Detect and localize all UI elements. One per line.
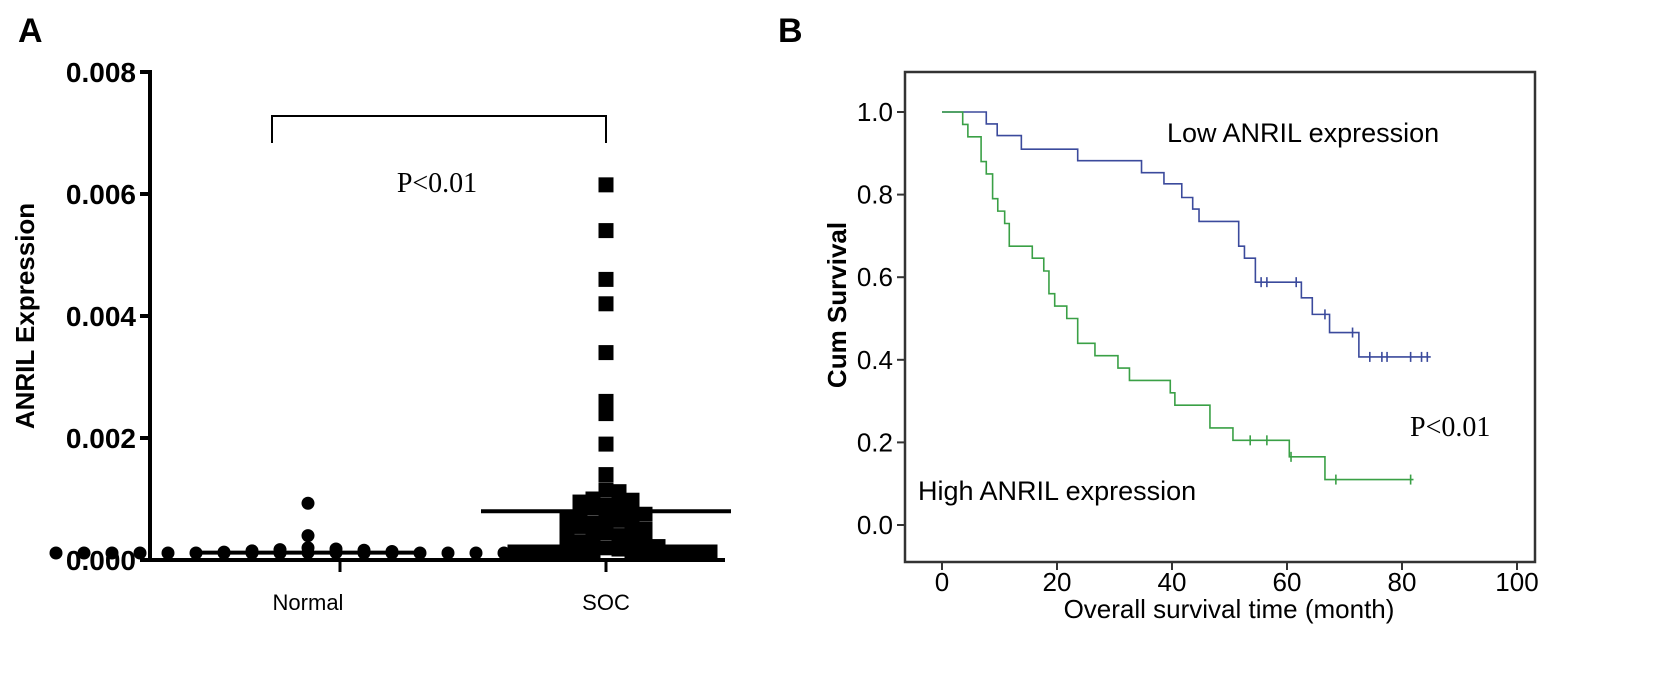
data-point-soc — [585, 515, 601, 531]
data-point-soc — [598, 296, 614, 312]
data-point-soc — [624, 544, 640, 560]
data-point-normal — [441, 546, 455, 560]
x-tick-soc: SOC — [582, 590, 630, 615]
survival-curve-high — [942, 111, 1414, 481]
data-point-normal — [301, 529, 315, 543]
plot-frame-b — [903, 70, 1537, 564]
data-point-soc — [598, 177, 614, 193]
data-point-soc — [676, 544, 692, 560]
data-point-soc — [585, 543, 601, 559]
x-tick-normal: Normal — [273, 590, 344, 615]
data-point-normal — [161, 546, 175, 560]
panel-a: A ANRIL Expression 0.000 0.002 0.004 0.006 0… — [10, 12, 731, 615]
data-point-soc — [611, 541, 627, 557]
data-point-soc — [598, 497, 614, 513]
data-point-soc — [689, 544, 705, 560]
panel-label-b: B — [778, 12, 803, 50]
data-point-soc — [598, 345, 614, 361]
y-tick-label-a: 0.008 — [66, 57, 136, 88]
legend-low-anril: Low ANRIL expression — [1167, 118, 1439, 148]
y-tick-label-b: 0.0 — [857, 510, 893, 540]
p-value-a: P<0.01 — [397, 168, 477, 199]
data-point-normal — [497, 546, 511, 560]
data-point-soc — [598, 406, 614, 422]
data-point-soc — [624, 517, 640, 533]
y-tick-label-b: 0.6 — [857, 262, 893, 292]
data-point-normal — [413, 546, 427, 560]
y-tick-label-b: 0.4 — [857, 345, 893, 375]
data-point-normal — [469, 546, 483, 560]
x-tick-label-b: 60 — [1273, 567, 1302, 597]
legend-high-anril: High ANRIL expression — [918, 476, 1196, 506]
data-point-normal — [105, 546, 119, 560]
data-point-normal — [77, 546, 91, 560]
y-tick-label-b: 1.0 — [857, 97, 893, 127]
data-point-soc — [598, 223, 614, 239]
data-point-soc — [572, 544, 588, 560]
data-point-soc — [598, 271, 614, 287]
y-tick-label-a: 0.006 — [66, 179, 136, 210]
y-axis-label-b: Cum Survival — [822, 222, 852, 388]
data-point-soc — [598, 482, 614, 498]
data-point-normal — [49, 546, 63, 560]
panel-label-a: A — [18, 12, 43, 50]
data-point-soc — [572, 518, 588, 534]
data-point-soc — [533, 544, 549, 560]
y-tick-label-b: 0.8 — [857, 180, 893, 210]
data-point-soc — [637, 522, 653, 537]
y-tick-label-a: 0.004 — [66, 301, 136, 332]
data-point-soc — [546, 544, 562, 560]
data-point-soc — [598, 467, 614, 483]
data-point-normal — [301, 496, 315, 510]
data-point-soc — [507, 544, 523, 560]
data-point-normal — [133, 546, 147, 560]
data-point-soc — [624, 531, 640, 547]
x-tick-label-b: 0 — [935, 567, 949, 597]
data-point-soc — [702, 544, 718, 560]
significance-bracket — [271, 115, 607, 143]
data-point-soc — [559, 509, 575, 525]
x-tick-label-b: 100 — [1495, 567, 1538, 597]
data-point-soc — [585, 529, 601, 545]
data-point-soc — [598, 393, 614, 409]
y-tick-label-a: 0.000 — [66, 545, 136, 576]
data-point-soc — [650, 544, 666, 560]
data-point-normal — [189, 546, 203, 560]
data-point-soc — [598, 525, 614, 541]
data-point-soc — [611, 512, 627, 528]
data-point-soc — [559, 544, 575, 560]
data-point-soc — [637, 506, 653, 522]
x-tick-label-b: 40 — [1158, 567, 1187, 597]
data-point-soc — [611, 528, 627, 544]
x-tick-label-b: 20 — [1043, 567, 1072, 597]
data-point-soc — [637, 544, 653, 560]
data-point-soc — [598, 511, 614, 527]
y-tick-label-a: 0.002 — [66, 423, 136, 454]
y-tick-label-b: 0.2 — [857, 427, 893, 457]
data-point-soc — [520, 544, 536, 560]
x-axis-label-b: Overall survival time (month) — [1064, 594, 1395, 624]
data-point-soc — [559, 523, 575, 539]
panel-b: B Cum Survival Overall survival time (mo… — [778, 12, 1539, 624]
data-point-soc — [598, 540, 614, 556]
data-point-soc — [663, 544, 679, 560]
data-point-soc — [611, 484, 627, 500]
y-axis-label-a: ANRIL Expression — [10, 203, 40, 429]
data-point-soc — [585, 500, 601, 516]
survival-curve-low — [942, 111, 1431, 358]
data-point-soc — [598, 436, 614, 452]
p-value-b: P<0.01 — [1410, 412, 1490, 443]
x-tick-label-b: 80 — [1388, 567, 1417, 597]
